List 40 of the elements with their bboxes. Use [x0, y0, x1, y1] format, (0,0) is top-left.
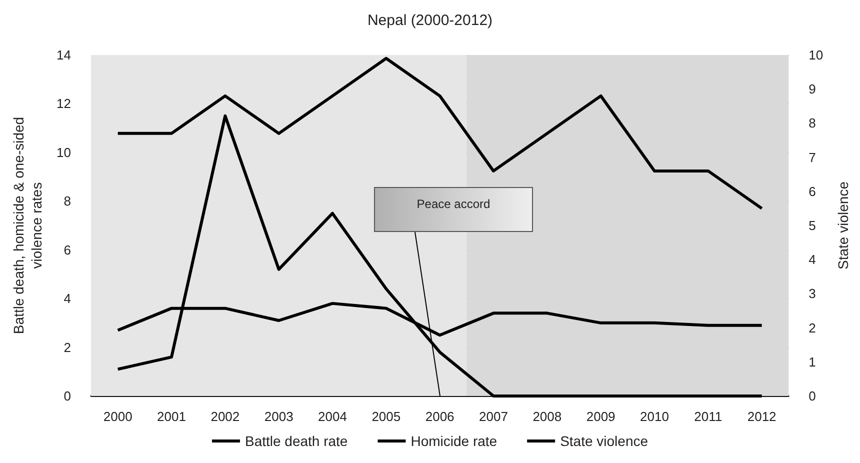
- callout: Peace accord: [374, 187, 533, 399]
- x-tick-label: 2002: [210, 409, 240, 424]
- y2-tick-label: 10: [808, 48, 824, 62]
- y-tick-label: 6: [64, 242, 71, 258]
- annotation: Peace accord: [416, 197, 492, 211]
- y2-tick-label: 9: [808, 82, 816, 97]
- y-tick-label: 0: [64, 388, 71, 404]
- x-tick-label: 2004: [318, 409, 347, 424]
- x-tick-label: 2007: [479, 409, 508, 424]
- y2-tick-label: 4: [808, 252, 816, 268]
- y2-tick-label: 8: [808, 116, 816, 131]
- x-tick-label: 2003: [264, 409, 294, 424]
- x-tick-label: 2008: [532, 409, 562, 424]
- y2-tick-label: 1: [808, 354, 816, 370]
- legend-label: Battle death rate: [244, 433, 348, 449]
- x-tick-label: 2012: [747, 409, 776, 424]
- chart-title: Nepal (2000-2012): [367, 12, 493, 29]
- x-tick-label: 2006: [425, 409, 454, 424]
- y2-tick-label: 3: [808, 286, 816, 302]
- x-tick-label: 2010: [640, 409, 669, 424]
- legend-label: Homicide rate: [410, 433, 498, 449]
- y2-tick-label: 7: [808, 150, 816, 165]
- x-tick-label: 2009: [586, 409, 616, 424]
- y-tick-label: 4: [64, 291, 71, 306]
- x-tick-label: 2005: [372, 409, 401, 424]
- y2-tick-label: 0: [808, 388, 816, 404]
- x-tick-label: 2000: [103, 409, 132, 424]
- y2-tick-label: 5: [808, 218, 816, 233]
- y-tick-label: 12: [56, 96, 71, 112]
- y-axis-title: Battle death, homicide & one-sided violence rates: [10, 116, 45, 334]
- y2-axis-title: State violence: [835, 181, 851, 270]
- y-tick-label: 2: [64, 340, 71, 355]
- x-tick-label: 2001: [157, 409, 186, 424]
- y-tick-label: 8: [64, 194, 71, 209]
- y-tick-label: 14: [56, 48, 71, 62]
- y2-tick-label: 2: [808, 320, 816, 336]
- x-tick-label: 2011: [694, 409, 722, 424]
- y-tick-label: 10: [56, 144, 71, 160]
- legend-label: State violence: [560, 433, 648, 449]
- y2-tick-label: 6: [808, 184, 816, 199]
